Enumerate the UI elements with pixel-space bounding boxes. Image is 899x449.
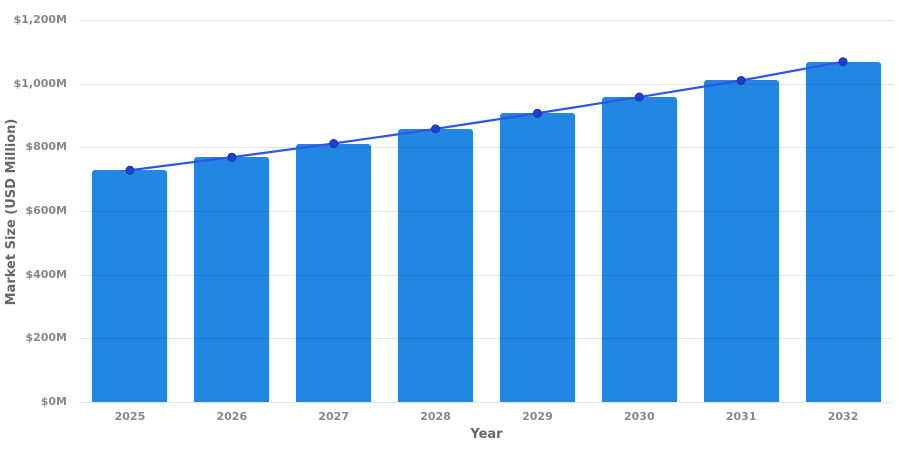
bar-2031: [703, 80, 779, 402]
x-tick-label-2025: 2025: [114, 410, 146, 423]
x-tick-label-2027: 2027: [318, 410, 349, 423]
bar-2026: [194, 157, 270, 402]
gridline-y: [79, 83, 894, 85]
gridline-y: [79, 211, 894, 212]
gridline-y: [79, 274, 894, 276]
gridline-y: [79, 338, 894, 340]
y-tick-label: $0M: [40, 395, 67, 408]
gridline-y: [79, 147, 894, 149]
gridline-y: [79, 20, 894, 21]
x-tick-label-2031: 2031: [725, 410, 757, 423]
x-tick-label-2026: 2026: [216, 410, 248, 423]
y-tick-label: $1,200M: [13, 13, 67, 26]
x-axis-title: Year: [470, 427, 503, 442]
y-tick-label: $400M: [25, 267, 67, 281]
x-tick-label-2030: 2030: [624, 410, 655, 423]
x-tick-label-2029: 2029: [522, 410, 553, 423]
bar-2030: [601, 97, 677, 402]
bar-2029: [499, 113, 575, 402]
bar-2032: [805, 61, 881, 402]
x-tick-label-2032: 2032: [827, 410, 859, 423]
gridline-y: [79, 402, 894, 403]
y-tick-label: $600M: [25, 204, 67, 217]
y-tick-label: $1,000M: [13, 76, 67, 90]
y-tick-label: $200M: [25, 331, 67, 345]
y-tick-label: $800M: [25, 140, 67, 154]
bar-2028: [398, 128, 474, 402]
x-tick-label-2028: 2028: [420, 410, 451, 423]
bar-2027: [296, 143, 372, 402]
bar-2025: [92, 170, 168, 402]
